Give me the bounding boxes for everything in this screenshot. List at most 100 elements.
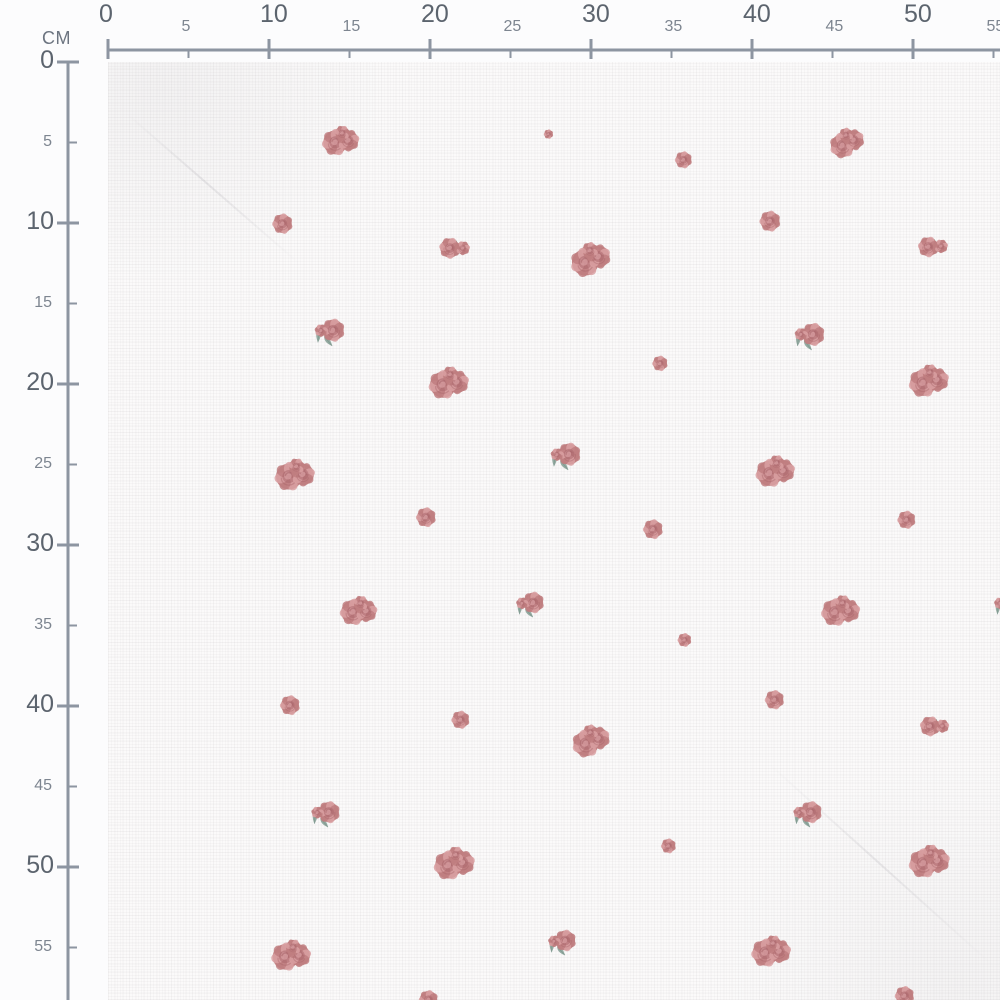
rose-motif (408, 500, 444, 536)
rose-motif-svg (908, 364, 949, 397)
rose-motif-svg (570, 241, 610, 277)
rose-motif (905, 221, 958, 274)
horizontal-tick-label-major: 50 (904, 0, 932, 28)
vertical-ruler: 0 10 20 30 40 50 5 15 25 35 45 55 (0, 0, 108, 1000)
horizontal-tick-label-minor: 15 (342, 18, 361, 35)
unit-label-cm: CM (42, 28, 71, 48)
vertical-tick-label-major: 0 (40, 46, 54, 74)
rose-motif-svg (919, 716, 950, 737)
fabric-swatch (108, 62, 1000, 1000)
rose-motif-svg (908, 844, 950, 877)
rose-motif (419, 353, 478, 412)
vertical-ruler-svg (57, 60, 79, 1000)
rose-motif-svg (418, 989, 438, 1000)
rose-motif (740, 920, 800, 980)
rose-motif (890, 504, 923, 537)
horizontal-ruler-svg (106, 39, 1000, 59)
vertical-tick-label-minor: 35 (34, 615, 52, 633)
horizontal-tick-label-minor: 25 (503, 18, 522, 35)
fabric-weave-texture (108, 62, 1000, 1000)
vertical-tick-label-major: 20 (26, 368, 54, 396)
rose-motif-svg (515, 591, 544, 617)
rose-motif-svg (550, 442, 581, 471)
rose-motif-svg (547, 929, 576, 955)
rose-motif-svg (750, 934, 791, 967)
horizontal-tick-label-minor: 35 (664, 18, 683, 35)
rose-motif (646, 350, 674, 378)
rose-motif (780, 306, 835, 361)
rose-motif (563, 713, 617, 767)
rose-motif (260, 924, 320, 984)
rose-motif-svg (450, 710, 469, 729)
rose-motif-svg (428, 366, 469, 399)
rose-motif-svg (755, 454, 795, 487)
vertical-tick-label-major: 40 (26, 690, 54, 718)
rose-motif-svg (676, 632, 691, 647)
rose-motif (444, 704, 477, 737)
rose-motif-svg (270, 938, 311, 971)
rose-motif (751, 203, 789, 241)
rose-motif-svg (830, 127, 865, 159)
horizontal-tick-label-major: 20 (421, 0, 449, 28)
rose-motif-svg (274, 458, 315, 491)
rose-motif-svg (652, 355, 668, 372)
horizontal-tick-label-minor: 45 (825, 18, 844, 35)
rose-motif-svg (271, 212, 292, 234)
rose-motif (745, 441, 803, 499)
rose-motif-svg (439, 237, 471, 259)
rose-motif-svg (917, 236, 948, 257)
vertical-tick-label-major: 10 (26, 207, 54, 235)
rose-motif (560, 229, 617, 286)
rose-motif-svg (543, 128, 553, 139)
vertical-tick-label-major: 30 (26, 529, 54, 557)
rose-motif (297, 785, 351, 839)
vertical-tick-label-minor: 45 (34, 776, 52, 794)
rose-motif (536, 426, 592, 482)
rose-motif (899, 351, 956, 408)
rose-motif-svg (322, 125, 360, 156)
rose-motif (642, 996, 678, 1000)
rose-motif (887, 979, 922, 1000)
horizontal-tick-label-major: 0 (99, 0, 113, 28)
rose-motif (300, 302, 356, 358)
rose-motif-svg (279, 695, 300, 716)
rose-motif (820, 116, 872, 168)
rose-motif-svg (311, 801, 340, 828)
horizontal-tick-label-minor: 5 (181, 18, 191, 35)
rose-motif-svg (674, 150, 692, 168)
rose-motif-svg (821, 595, 861, 626)
rose-motif-svg (993, 597, 1000, 614)
rose-motif (423, 832, 483, 892)
fabric-weave-texture-coarse (108, 62, 1000, 1000)
rose-motif (672, 628, 697, 653)
rose-motif-svg (572, 724, 610, 758)
horizontal-ruler: 0 10 20 30 40 50 5 15 25 35 45 55 CM (0, 0, 1000, 62)
horizontal-tick-label-major: 10 (260, 0, 288, 28)
fabric-shadow-top-left (108, 62, 388, 282)
vertical-tick-label-major: 50 (26, 851, 54, 879)
rose-motif-svg (339, 595, 378, 626)
rose-motif (757, 683, 792, 718)
horizontal-tick-label-major: 40 (743, 0, 771, 28)
rose-motif-svg (314, 318, 345, 347)
rose-motif (810, 580, 869, 639)
rose-motif (329, 581, 387, 639)
rose-motif-svg (642, 996, 678, 1000)
rose-motif (779, 785, 833, 839)
vertical-tick-label-minor: 5 (43, 132, 52, 150)
vertical-tick-label-minor: 15 (34, 293, 52, 311)
rose-motif-svg (415, 507, 436, 528)
rose-motif (501, 575, 554, 628)
rose-motif-svg (433, 846, 475, 879)
rose-motif (635, 512, 671, 548)
rose-motif (668, 145, 699, 176)
horizontal-tick-label-minor: 55 (986, 18, 1000, 35)
rose-motif-svg (759, 210, 781, 232)
vertical-tick-label-minor: 25 (34, 454, 52, 472)
rose-motif (908, 702, 961, 755)
rose-motif (979, 575, 1000, 628)
rose-motif-svg (660, 837, 676, 853)
rose-motif (312, 112, 368, 168)
rose-motif (540, 126, 557, 143)
